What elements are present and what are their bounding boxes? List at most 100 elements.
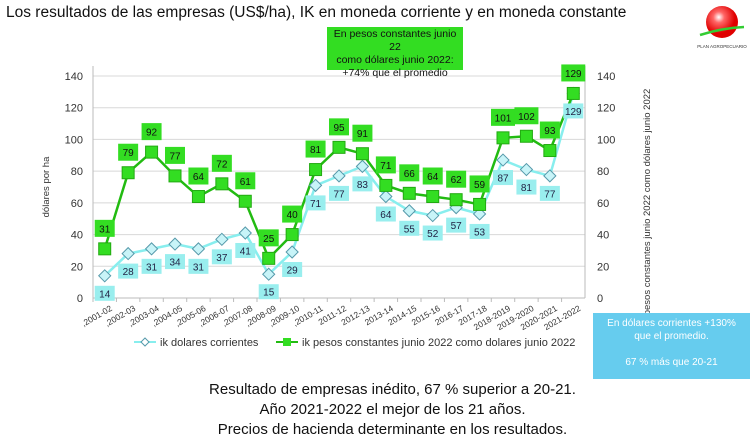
data-label-box: [258, 284, 279, 300]
data-label-box: [235, 242, 256, 258]
data-label-box: [258, 229, 279, 247]
data-label: 41: [240, 246, 252, 257]
data-label: 40: [287, 210, 299, 221]
y-right-tick-label: 20: [597, 261, 609, 273]
data-label-box: [491, 108, 515, 126]
data-label-box: [399, 220, 420, 236]
data-point-diamond: [472, 207, 487, 221]
slide-title: Los resultados de las empresas (US$/ha),…: [6, 4, 627, 21]
data-label-box: [352, 176, 373, 192]
callout-line: 67 % más que 20-21: [625, 357, 718, 368]
y-tick-label: 60: [71, 198, 83, 210]
y-right-tick-label: 60: [597, 198, 609, 210]
data-label: 31: [99, 224, 111, 235]
data-label-box: [165, 146, 185, 164]
data-label: 53: [474, 227, 486, 238]
data-point-diamond: [543, 169, 557, 183]
data-label: 55: [404, 224, 416, 235]
data-point-square: [402, 186, 416, 200]
data-point-diamond: [332, 169, 346, 183]
data-point-square: [215, 177, 229, 191]
data-label: 72: [216, 159, 228, 170]
data-point-square: [238, 194, 252, 208]
legend-square-icon: [283, 338, 291, 346]
data-point-square: [379, 178, 393, 192]
data-point-square: [519, 129, 533, 143]
data-point-diamond: [98, 269, 112, 283]
data-label-box: [375, 156, 396, 174]
data-label-box: [211, 154, 232, 172]
data-label-box: [329, 118, 349, 136]
data-label: 87: [497, 174, 509, 185]
data-label-box: [352, 124, 373, 142]
data-label: 62: [451, 175, 463, 186]
data-point-diamond: [191, 242, 206, 256]
data-label: 81: [310, 145, 322, 156]
data-point-square: [145, 145, 159, 159]
data-label: 28: [123, 267, 135, 278]
data-point-diamond: [215, 232, 229, 247]
summary-line: Año 2021-2022 el mejor de los 21 años.: [259, 401, 526, 418]
callout-line: que el promedio.: [634, 331, 709, 342]
data-point-square: [426, 190, 440, 204]
data-point-diamond: [168, 237, 182, 251]
data-label-box: [469, 175, 490, 193]
data-label-box: [141, 123, 162, 141]
data-label: 31: [193, 262, 205, 273]
data-point-diamond: [262, 267, 276, 281]
data-label-box: [118, 143, 139, 161]
data-point-square: [543, 144, 557, 158]
data-label: 64: [380, 210, 392, 221]
data-label-box: [539, 121, 560, 139]
data-label: 64: [193, 172, 205, 183]
data-point-diamond: [238, 226, 252, 240]
data-label-box: [94, 285, 115, 301]
data-label: 92: [146, 128, 158, 139]
data-point-square: [262, 251, 276, 265]
data-label: 14: [99, 289, 111, 300]
data-point-square: [566, 86, 580, 100]
data-point-square: [168, 169, 182, 183]
y-right-tick-label: 100: [597, 134, 615, 146]
y-axis-label: dólares por ha: [41, 156, 52, 217]
data-label: 71: [310, 199, 322, 210]
data-label-box: [375, 206, 396, 222]
data-point-diamond: [519, 162, 534, 177]
data-label: 79: [123, 148, 135, 159]
data-point-square: [191, 190, 205, 204]
y-right-axis-label: pesos constantes junio 2022 como dólares…: [642, 89, 653, 316]
data-label: 25: [263, 234, 275, 245]
data-label: 101: [495, 113, 512, 124]
data-point-square: [449, 193, 463, 207]
data-point-diamond: [496, 153, 510, 167]
data-point-square: [285, 228, 299, 242]
data-label-box: [422, 167, 443, 185]
callout-blue: En dólares corrientes +130% que el prome…: [593, 313, 750, 379]
data-label-box: [188, 258, 209, 274]
data-label-box: [516, 179, 537, 195]
y-tick-label: 20: [71, 261, 83, 273]
data-label: 71: [380, 161, 392, 172]
data-label: 34: [169, 258, 181, 269]
data-label: 37: [216, 253, 228, 264]
data-label-box: [305, 195, 326, 211]
data-label-box: [211, 249, 232, 265]
data-label-box: [422, 225, 443, 241]
data-label: 93: [544, 126, 556, 137]
data-label: 102: [518, 112, 535, 123]
data-label-box: [305, 140, 326, 158]
summary-line: Resultado de empresas inédito, 67 % supe…: [209, 381, 576, 398]
data-label-box: [539, 185, 560, 201]
data-point-square: [355, 147, 369, 161]
data-label-box: [399, 164, 420, 182]
data-point-diamond: [402, 204, 416, 218]
data-label-box: [141, 258, 162, 274]
data-label: 52: [427, 229, 439, 240]
data-label: 129: [565, 107, 582, 118]
data-point-square: [496, 131, 510, 145]
svg-text:PLAN AGROPECUARIO: PLAN AGROPECUARIO: [697, 44, 747, 49]
y-right-tick-label: 0: [597, 293, 603, 305]
data-point-diamond: [379, 189, 393, 204]
y-tick-label: 0: [77, 293, 83, 305]
data-label-box: [563, 103, 584, 119]
